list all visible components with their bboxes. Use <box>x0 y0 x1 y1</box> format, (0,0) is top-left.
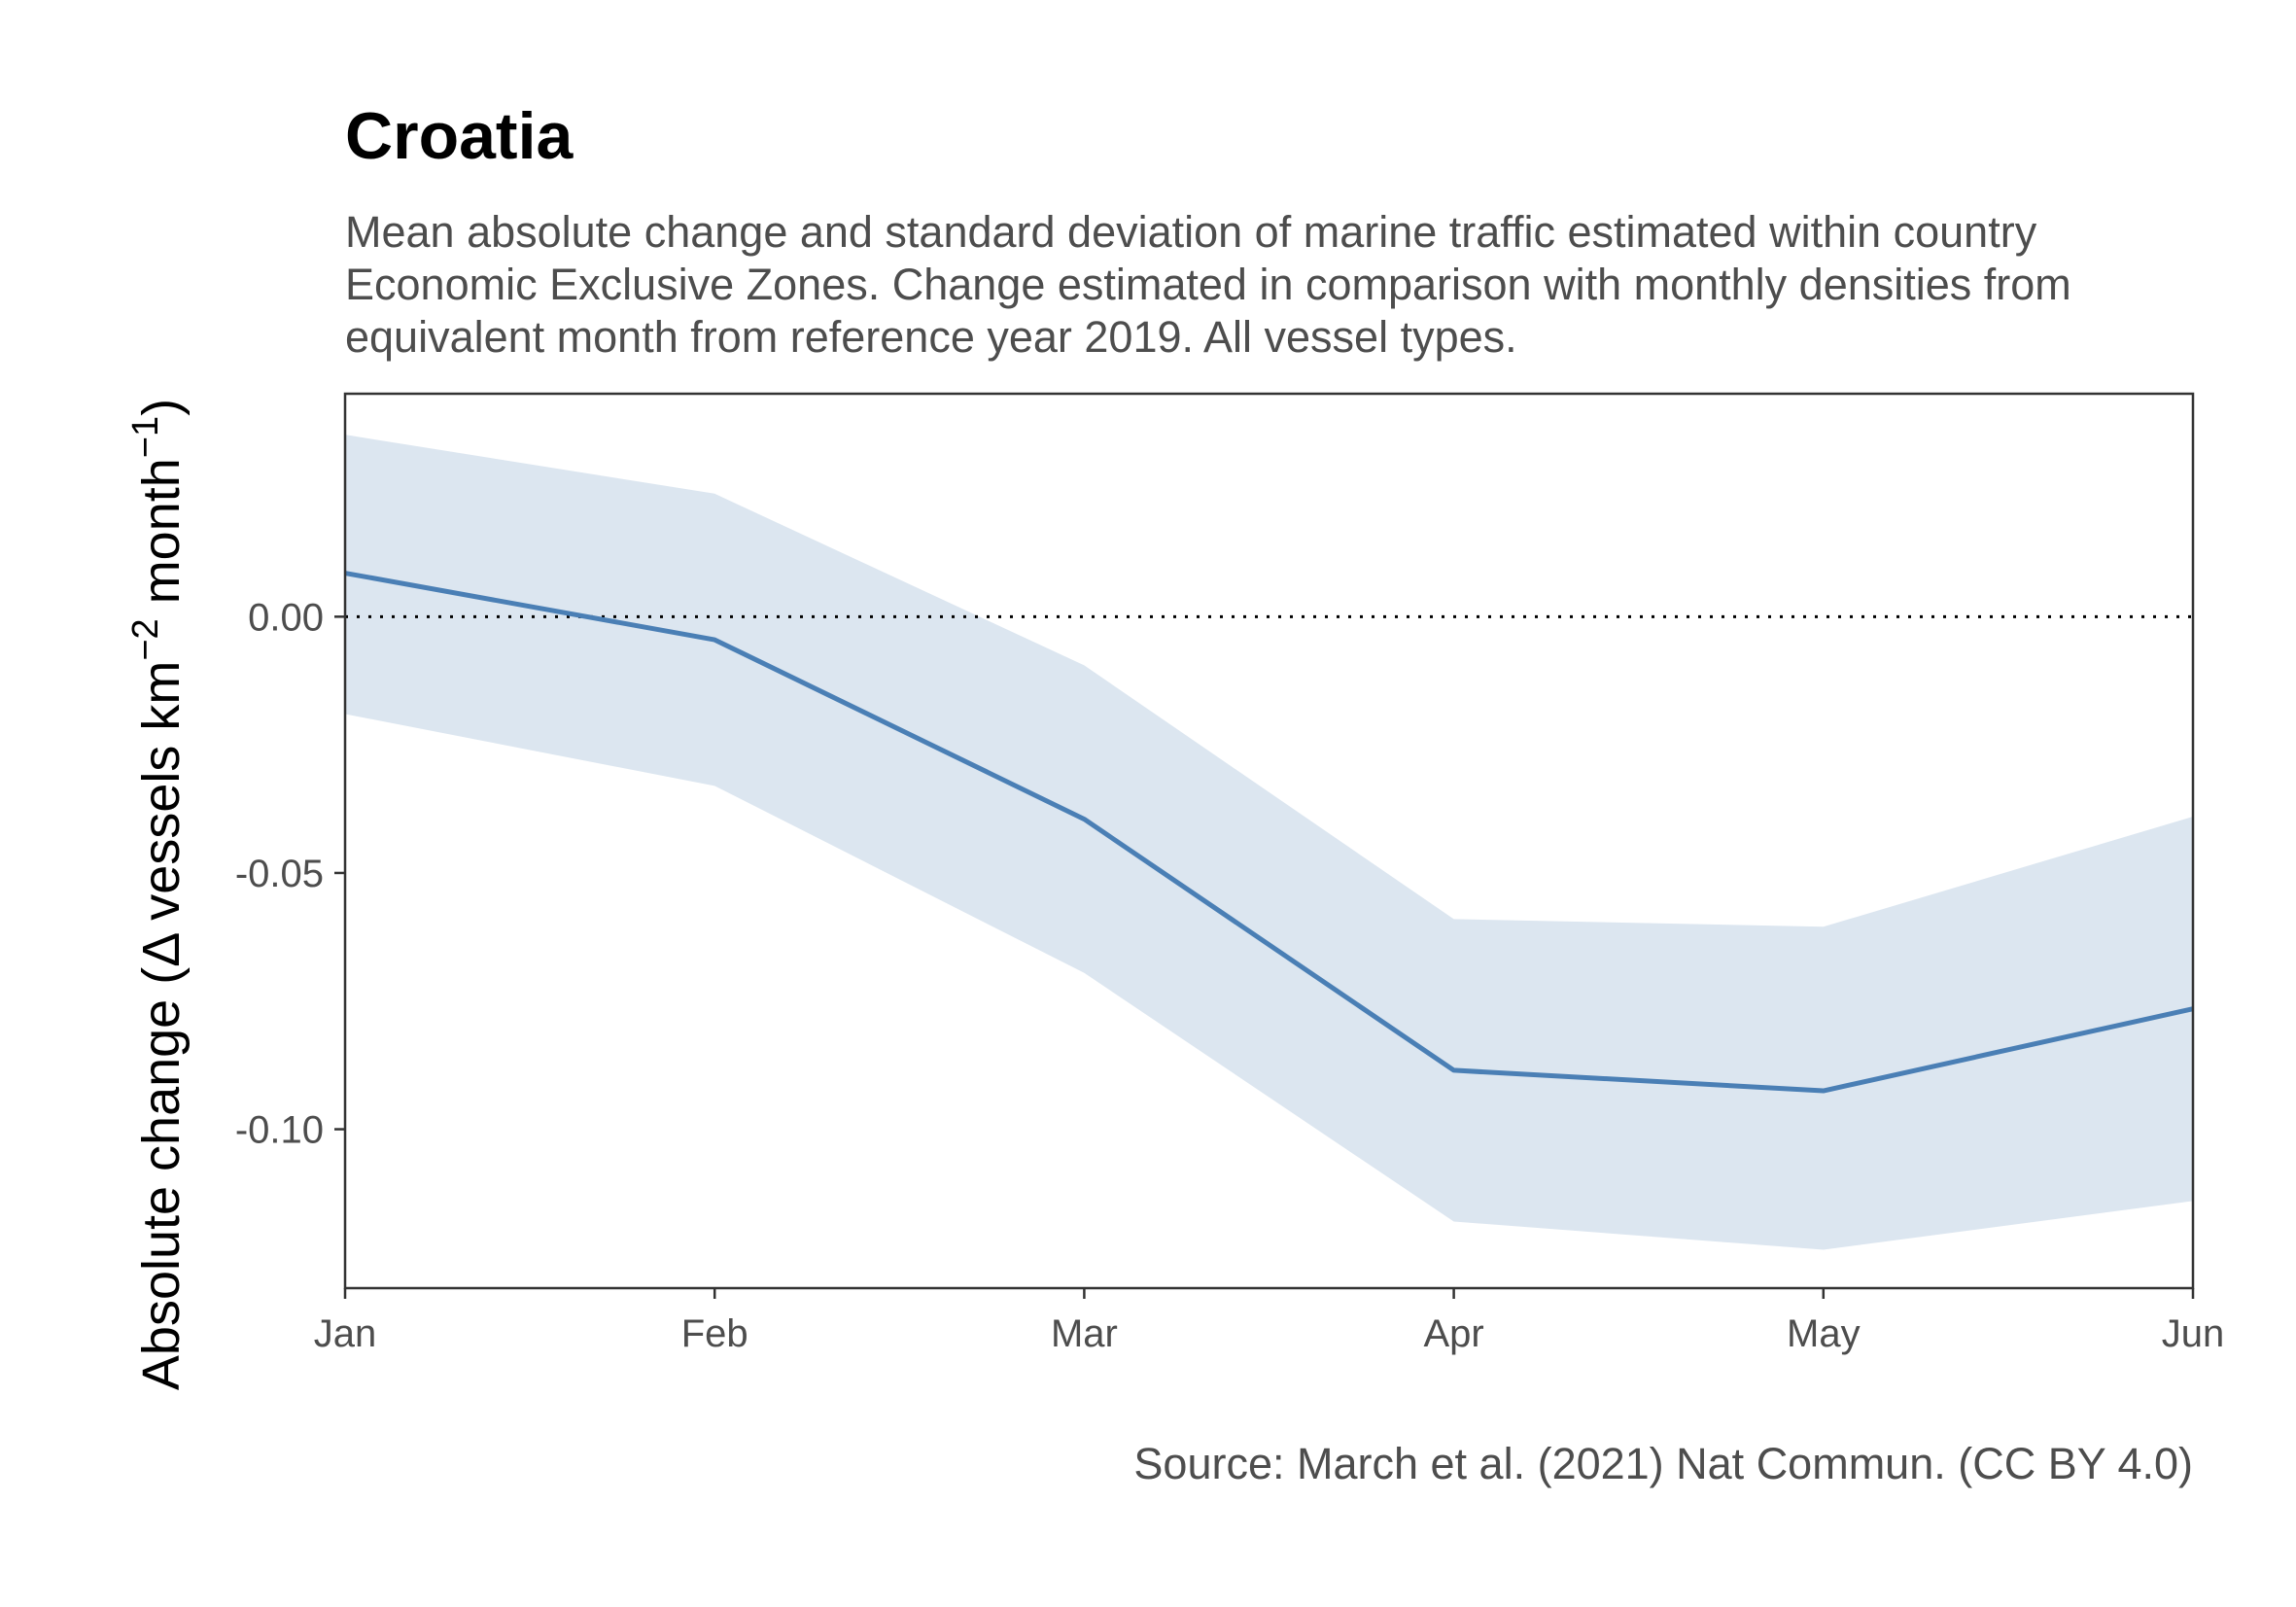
y-axis-title-units-b: month <box>132 458 191 618</box>
y-tick-label: -0.10 <box>235 1109 324 1152</box>
chart-caption: Source: March et al. (2021) Nat Commun. … <box>1133 1439 2193 1488</box>
y-axis: 0.00 -0.05 -0.10 <box>235 596 345 1152</box>
x-tick-label: Apr <box>1423 1312 1483 1355</box>
x-tick-label: May <box>1787 1312 1861 1355</box>
chart-title: Croatia <box>345 99 574 173</box>
y-axis-title: Absolute change (Δ vessels km−2 month−1) <box>125 399 191 1390</box>
y-tick-label: 0.00 <box>248 596 324 639</box>
y-axis-title-exp1: −2 <box>125 618 166 660</box>
mean-change-line <box>344 571 2194 1094</box>
y-axis-title-suffix: ) <box>132 399 191 416</box>
x-tick-label: Jun <box>2162 1312 2225 1355</box>
chart-subtitle: Mean absolute change and standard deviat… <box>345 207 2071 362</box>
y-axis-title-exp2: −1 <box>125 416 166 458</box>
y-axis-title-delta: Δ <box>132 933 191 967</box>
x-tick-label: Jan <box>314 1312 377 1355</box>
y-axis-title-prefix: Absolute change ( <box>132 967 191 1390</box>
x-axis: Jan Feb Mar Apr May Jun <box>314 1288 2225 1355</box>
sd-ribbon <box>345 435 2193 1250</box>
y-axis-title-units-a: vessels km <box>132 661 191 935</box>
x-tick-label: Mar <box>1051 1312 1118 1355</box>
y-tick-label: -0.05 <box>235 853 324 895</box>
x-tick-label: Feb <box>681 1312 748 1355</box>
plot-panel-border <box>343 392 2195 1290</box>
